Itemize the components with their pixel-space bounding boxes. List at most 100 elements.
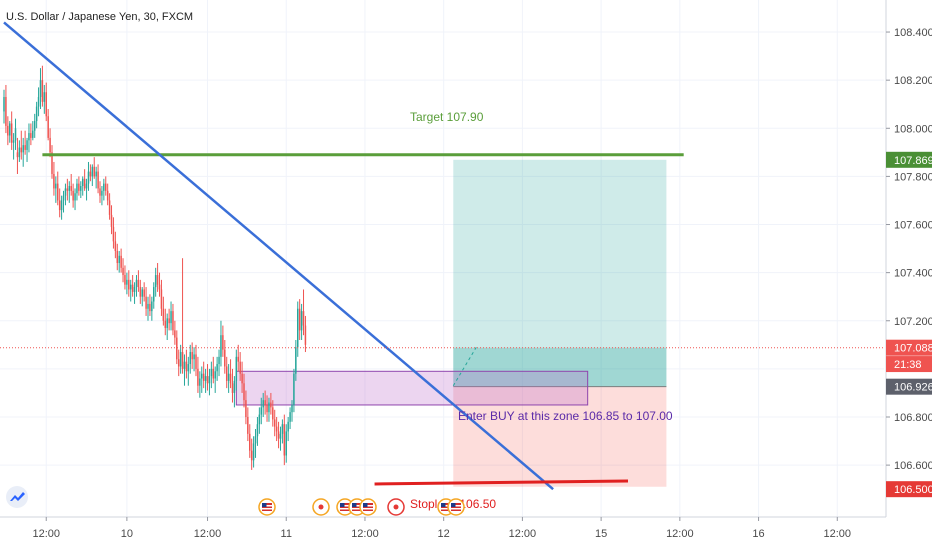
candle-body	[47, 116, 49, 138]
candle-body	[270, 402, 272, 408]
candle-body	[279, 433, 282, 439]
candle-body	[110, 214, 113, 227]
candle-body	[156, 275, 159, 285]
candle-body	[231, 383, 234, 393]
candle-body	[43, 92, 46, 102]
svg-text:107.869: 107.869	[894, 155, 932, 167]
candle-body	[243, 383, 245, 401]
candle-body	[12, 140, 15, 143]
candle-body	[295, 347, 297, 374]
candle-body	[128, 279, 130, 290]
time-tick-label: 10	[121, 528, 133, 540]
time-tick-label: 12:00	[351, 528, 379, 540]
candle-body	[66, 188, 69, 191]
candle-body	[241, 373, 243, 384]
candle-body	[266, 404, 268, 413]
candle-body	[141, 289, 143, 297]
candle-body	[24, 145, 26, 150]
price-tick-label: 108.400	[894, 27, 932, 39]
candle-body	[30, 133, 32, 138]
candle-body	[135, 279, 138, 288]
us-flag-icon[interactable]	[447, 498, 465, 516]
candle-body	[189, 352, 191, 365]
price-tick-label: 108.200	[894, 75, 932, 87]
candle-body	[237, 356, 239, 362]
candle-body	[139, 287, 142, 297]
candle-body	[149, 303, 151, 312]
target-label: Target 107.90	[410, 110, 484, 124]
candle-body	[262, 400, 264, 408]
candle-body	[201, 373, 203, 379]
candle-body	[76, 183, 78, 194]
chart-title: U.S. Dollar / Japanese Yen, 30, FXCM	[6, 11, 193, 23]
price-tick-label: 107.600	[894, 220, 932, 232]
candle-body	[285, 431, 287, 456]
candle-body	[133, 287, 136, 292]
candle-body	[89, 171, 92, 177]
candle-body	[62, 195, 65, 201]
price-axis[interactable]: 106.600 106.800 107.200 107.400 107.600 107.8…	[885, 0, 932, 550]
candle-body	[281, 424, 284, 434]
candle-body	[216, 364, 218, 372]
candle-body	[32, 130, 34, 138]
candle-body	[162, 308, 165, 321]
candle-body	[60, 200, 63, 211]
candle-body	[245, 400, 247, 417]
candle-body	[210, 368, 213, 377]
profit-zone	[453, 159, 667, 387]
event-marker-icon[interactable]	[387, 498, 405, 516]
tradingview-logo[interactable]	[6, 486, 28, 508]
candle-body	[97, 171, 99, 189]
candle-body	[55, 183, 57, 189]
candle-body	[78, 183, 80, 191]
candle-body	[185, 361, 188, 372]
candle-body	[222, 335, 224, 350]
candle-body	[3, 97, 5, 112]
candle-body	[124, 275, 126, 285]
candle-body	[145, 296, 147, 309]
candle-body	[177, 359, 180, 367]
candle-body	[160, 289, 163, 309]
candle-body	[70, 186, 72, 191]
svg-text:106.500: 106.500	[894, 484, 932, 496]
us-flag-icon[interactable]	[258, 498, 276, 516]
event-marker-icon[interactable]	[312, 498, 330, 516]
candle-body	[51, 152, 53, 174]
candle-body	[68, 186, 71, 191]
candle-body	[153, 287, 155, 302]
candle-body	[224, 349, 226, 367]
candle-body	[45, 92, 47, 117]
candle-body	[101, 190, 103, 196]
candle-body	[170, 311, 172, 324]
candle-body	[254, 436, 257, 444]
candle-body	[191, 352, 193, 360]
candle-body	[172, 311, 174, 331]
price-badge: 21:38	[886, 356, 932, 373]
candle-body	[20, 147, 23, 153]
candle-body	[80, 186, 82, 191]
time-tick-label: 12:00	[194, 528, 222, 540]
candle-body	[39, 80, 42, 98]
candle-body	[214, 371, 216, 379]
price-badge: 107.088	[886, 339, 932, 356]
price-tick-label: 107.800	[894, 171, 932, 183]
svg-text:106.926: 106.926	[894, 382, 932, 394]
candle-body	[297, 308, 299, 348]
candle-body	[179, 352, 182, 367]
economic-event-markers[interactable]	[258, 498, 465, 516]
trade-progress-line	[452, 346, 477, 386]
us-flag-icon[interactable]	[359, 498, 377, 516]
candle-body	[300, 311, 303, 331]
time-tick-label: 12	[438, 528, 450, 540]
candle-body	[229, 373, 232, 384]
candle-body	[166, 318, 168, 328]
candle-body	[49, 137, 51, 153]
open-pnl-zone	[453, 347, 667, 387]
candle-body	[126, 279, 128, 285]
candle-body	[74, 193, 76, 201]
time-axis[interactable]: 12:00 10 12:00 11 12:00 12 12:00 15 12:00 16 12:00	[0, 516, 932, 550]
candle-body	[249, 433, 251, 451]
candle-body	[239, 361, 241, 374]
candle-body	[260, 407, 263, 415]
